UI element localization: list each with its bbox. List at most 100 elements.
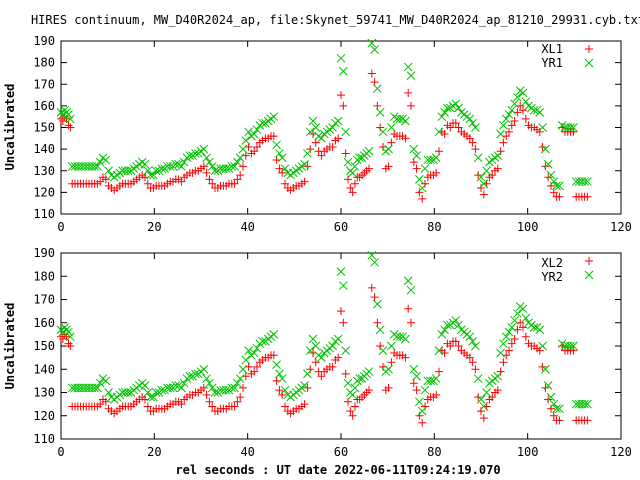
data-point-xl2	[199, 383, 208, 392]
data-point-yr1	[165, 162, 175, 171]
data-point-yr2	[415, 397, 424, 407]
data-point-xl1	[409, 158, 418, 167]
data-point-yr2	[227, 383, 237, 393]
data-point-xl1	[477, 184, 485, 193]
data-point-xl2	[334, 353, 343, 362]
data-point-yr1	[406, 71, 416, 80]
y-tick-label: 180	[33, 269, 55, 283]
data-point-yr1	[482, 166, 491, 176]
data-point-xl1	[344, 175, 352, 184]
data-point-yr1	[101, 155, 111, 165]
data-point-xl2	[454, 342, 463, 350]
data-point-yr2	[311, 341, 321, 351]
data-point-yr1	[280, 164, 290, 173]
y-axis-label-top: Uncalibrated	[3, 84, 17, 171]
data-point-yr1	[370, 45, 379, 55]
data-point-yr1	[496, 129, 505, 139]
data-point-yr1	[412, 151, 421, 160]
data-point-xl1	[446, 123, 455, 132]
data-point-xl1	[177, 177, 186, 186]
series-yr2	[56, 250, 592, 416]
data-point-xl1	[202, 168, 211, 177]
data-point-yr2	[157, 385, 167, 395]
data-point-yr1	[308, 116, 318, 126]
data-point-xl2	[281, 402, 289, 411]
data-point-yr1	[317, 133, 326, 143]
data-point-xl2	[387, 358, 396, 367]
data-point-yr1	[499, 120, 508, 130]
x-tick-label: 120	[610, 445, 632, 459]
data-point-xl1	[505, 127, 513, 136]
data-point-xl2	[317, 372, 326, 381]
data-point-xl2	[479, 414, 488, 423]
data-point-yr1	[471, 123, 480, 132]
data-point-yr2	[65, 332, 75, 342]
data-point-xl1	[373, 101, 382, 110]
data-point-xl2	[404, 304, 413, 313]
data-point-xl2	[569, 346, 578, 355]
data-point-yr1	[569, 123, 578, 132]
data-point-xl1	[479, 190, 488, 199]
data-point-xl2	[339, 318, 348, 327]
data-point-yr2	[328, 341, 337, 351]
data-point-yr1	[580, 177, 589, 186]
data-point-yr1	[541, 144, 550, 154]
data-point-yr1	[65, 114, 75, 124]
data-point-yr2	[387, 341, 396, 351]
data-point-yr1	[493, 151, 503, 160]
data-point-xl1	[253, 142, 261, 151]
data-point-yr1	[555, 181, 564, 191]
data-point-yr2	[443, 320, 452, 330]
y-tick-label: 130	[33, 386, 55, 400]
legend-top: XL1 YR1	[541, 42, 594, 70]
y-tick-label: 140	[33, 362, 55, 376]
data-point-xl1	[387, 138, 396, 147]
data-point-yr2	[101, 376, 111, 386]
data-point-xl1	[496, 147, 505, 156]
data-point-yr1	[249, 129, 259, 139]
data-point-yr1	[146, 170, 155, 180]
data-point-xl2	[421, 402, 429, 411]
data-point-xl1	[64, 121, 73, 130]
data-point-xl2	[451, 337, 460, 346]
data-point-yr2	[535, 325, 545, 335]
data-point-yr1	[473, 153, 483, 163]
data-point-xl1	[272, 155, 281, 164]
data-point-xl2	[488, 393, 497, 402]
data-point-yr2	[300, 381, 309, 390]
data-point-xl1	[365, 164, 373, 173]
legend-marker-yr1	[584, 58, 594, 68]
data-point-yr1	[244, 127, 253, 137]
data-point-xl2	[278, 390, 287, 399]
data-point-yr1	[338, 66, 348, 76]
data-point-yr1	[179, 157, 189, 167]
data-point-yr1	[258, 118, 267, 128]
data-point-yr2	[341, 346, 351, 356]
data-point-xl2	[202, 390, 211, 399]
data-point-yr2	[510, 316, 519, 325]
data-point-yr1	[454, 103, 463, 113]
data-point-yr1	[373, 84, 382, 93]
data-point-yr2	[451, 316, 461, 325]
y-tick-label: 120	[33, 185, 55, 199]
data-point-yr1	[529, 105, 539, 115]
data-point-yr1	[355, 153, 365, 163]
data-point-xl2	[143, 402, 152, 411]
data-point-yr2	[426, 376, 435, 386]
top-panel: 110 120 130 140 150 160 170 180 190 0 20 40 60 80 100…	[3, 34, 632, 234]
x-tick-label: 100	[517, 445, 539, 459]
data-point-yr2	[235, 374, 245, 383]
data-point-xl1	[96, 177, 105, 186]
data-point-xl1	[236, 171, 245, 180]
x-tick-label: 100	[517, 220, 539, 234]
data-point-yr2	[140, 381, 150, 390]
data-point-yr2	[199, 364, 209, 374]
data-point-xl2	[549, 411, 558, 420]
data-point-xl2	[412, 386, 421, 395]
data-point-yr2	[177, 383, 186, 393]
data-point-yr2	[244, 346, 253, 356]
data-point-yr2	[308, 334, 318, 344]
data-point-xl1	[306, 145, 315, 154]
data-point-yr2	[417, 406, 427, 416]
data-point-yr2	[401, 334, 410, 344]
